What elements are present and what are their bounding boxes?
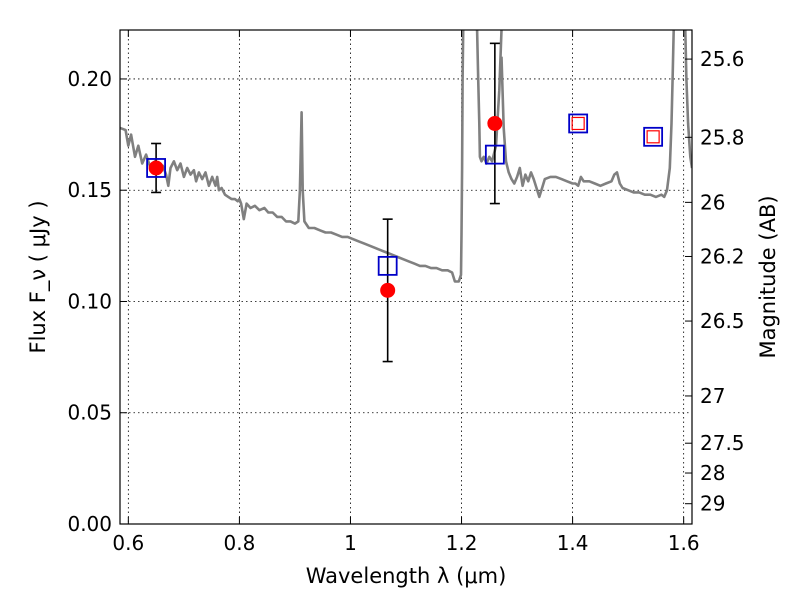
mag-tick-label: 26.5 [700, 309, 745, 333]
model-photometry-square [568, 113, 589, 134]
model-photometry-square [643, 126, 664, 147]
model-photometry-square [146, 158, 166, 178]
axis-ticks: 0.6 0.8 1 1.2 1.4 1.6 0.00 0.05 0.10 0.15 0.20 25.6… [67, 30, 745, 555]
x-tick-label: 1 [344, 531, 357, 555]
spectrum-line [684, 30, 692, 169]
model-photometry-square [484, 144, 505, 165]
x-tick-label: 0.8 [223, 531, 255, 555]
upper-limit-square [646, 130, 660, 144]
x-tick-label: 0.6 [112, 531, 144, 555]
spectrum-lines [120, 30, 692, 283]
observed-flux-point [487, 115, 503, 131]
observed-flux-point [148, 160, 164, 176]
model-photometry-square [377, 255, 398, 276]
spectrum-line [500, 30, 675, 199]
y-axis-label: Flux F_ν ( μJy ) [26, 200, 51, 353]
mag-tick-label: 26.2 [700, 244, 745, 268]
x-tick-label: 1.2 [446, 531, 478, 555]
spectrum-line [475, 30, 503, 165]
right-y-axis-label: Magnitude (AB) [756, 195, 780, 358]
mag-tick-label: 26 [700, 190, 725, 214]
y-tick-label: 0.05 [67, 401, 112, 425]
mag-tick-label: 28 [700, 461, 725, 485]
upper-limit-square [571, 116, 585, 131]
y-tick-label: 0.15 [67, 178, 112, 202]
plot-frame [119, 29, 693, 525]
y-tick-label: 0.20 [67, 67, 112, 91]
spectrum-line [120, 30, 465, 283]
mag-tick-label: 27 [700, 384, 725, 408]
x-tick-label: 1.4 [557, 531, 589, 555]
markers [146, 113, 664, 298]
mag-tick-label: 27.5 [700, 431, 745, 455]
mag-tick-label: 25.8 [700, 125, 745, 149]
y-tick-label: 0.00 [67, 512, 112, 536]
x-axis-label: Wavelength λ (μm) [306, 564, 507, 588]
x-tick-label: 1.6 [668, 531, 700, 555]
grid-lines [120, 30, 692, 525]
error-bars [151, 42, 500, 363]
observed-flux-point [380, 282, 396, 298]
mag-tick-label: 29 [700, 492, 725, 516]
y-tick-label: 0.10 [67, 289, 112, 313]
mag-tick-label: 25.6 [700, 47, 745, 71]
